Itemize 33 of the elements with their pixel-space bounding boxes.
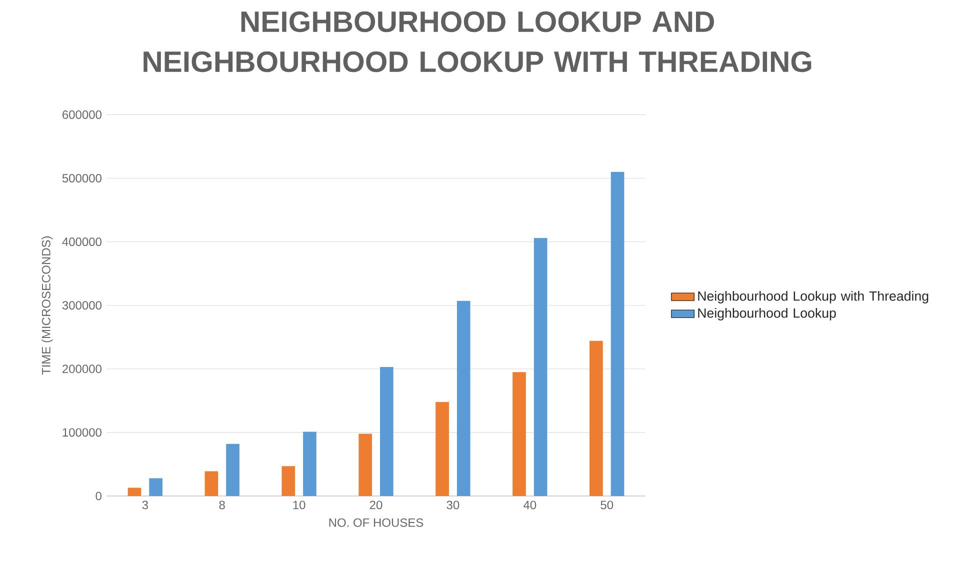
x-tick-label: 50 [600,500,614,510]
y-tick-label: 200000 [62,364,102,374]
x-tick-label: 8 [219,500,225,510]
y-tick-label: 600000 [62,110,102,119]
bar [282,466,296,496]
y-tick-label: 400000 [62,238,102,246]
bar [226,444,240,496]
y-tick-label: 500000 [62,174,102,182]
x-tick-label: 40 [524,500,536,510]
x-tick-label: 10 [293,500,306,510]
y-tick-label: 300000 [62,301,102,310]
bar [380,366,394,496]
bar [610,172,624,496]
x-tick-label: 3 [142,500,148,510]
bar [358,434,372,496]
bar [456,300,470,496]
chart-title: NEIGHBOURHOOD LOOKUP AND NEIGHBOURHOOD LOOKUP WITH THREADING [144,11,812,72]
x-tick-label: 20 [370,500,382,510]
legend-label: Neighbourhood Lookup with Threading [698,291,928,304]
y-tick-label: 100000 [62,428,102,437]
bar [204,471,218,496]
bar [128,488,142,496]
y-tick-label: 0 [96,492,102,500]
x-axis-title: NO. OF HOUSES [329,518,424,527]
bar [436,402,449,496]
bar [303,432,316,496]
x-tick-label: 30 [446,500,460,510]
legend-label: Neighbourhood Lookup [698,308,836,320]
y-axis-title: TIME (MICROSECONDS) [42,236,53,375]
bar [149,478,162,496]
bar [534,238,548,496]
bar [512,372,526,496]
bar [590,340,603,496]
